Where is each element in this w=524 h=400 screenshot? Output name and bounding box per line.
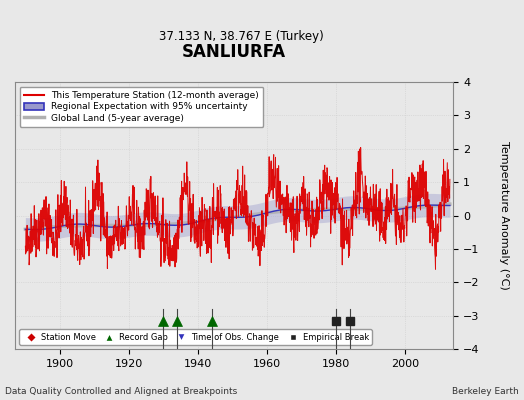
- Text: Data Quality Controlled and Aligned at Breakpoints: Data Quality Controlled and Aligned at B…: [5, 387, 237, 396]
- Title: SANLIURFA: SANLIURFA: [182, 43, 286, 61]
- Text: 37.133 N, 38.767 E (Turkey): 37.133 N, 38.767 E (Turkey): [159, 30, 323, 43]
- Legend: Station Move, Record Gap, Time of Obs. Change, Empirical Break: Station Move, Record Gap, Time of Obs. C…: [19, 330, 372, 345]
- Y-axis label: Temperature Anomaly (°C): Temperature Anomaly (°C): [499, 141, 509, 290]
- Text: Berkeley Earth: Berkeley Earth: [452, 387, 519, 396]
